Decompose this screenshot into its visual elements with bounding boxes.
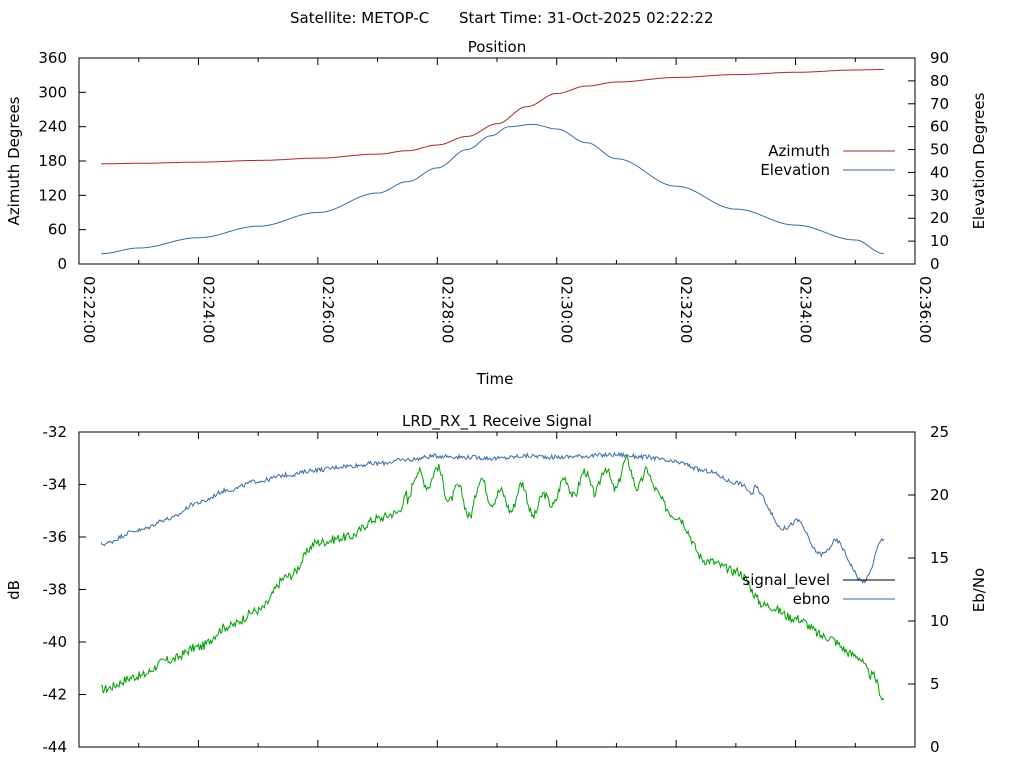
series-line-ebno <box>100 451 885 584</box>
satellite-label: Satellite: METOP-C <box>290 9 429 27</box>
y-tick-label: -36 <box>43 528 68 546</box>
azimuth-axis-label: Azimuth Degrees <box>5 96 23 225</box>
x-tick-label: 02:28:00 <box>438 276 456 343</box>
y2-tick-label: 90 <box>930 49 949 67</box>
y-tick-label: 180 <box>38 152 67 170</box>
y2-tick-label: 5 <box>930 675 940 693</box>
y2-tick-label: 0 <box>930 255 940 273</box>
receive-signal-chart: LRD_RX_1 Receive Signal -44 -42 -40 -38 -36 -… <box>5 412 988 756</box>
y-tick-label: -38 <box>43 581 68 599</box>
db-axis-label: dB <box>5 580 23 600</box>
y-tick-label: 120 <box>38 186 67 204</box>
series-line-azimuth <box>101 68 884 165</box>
position-chart: Position 0 60 120 180 240 300 360 0 10 20 30 40 50 6… <box>5 38 988 388</box>
y2-tick-label: 20 <box>930 486 949 504</box>
signal-plot-frame <box>78 431 916 748</box>
x-tick-label: 02:32:00 <box>677 276 695 343</box>
legend-ebno-label: ebno <box>793 590 830 608</box>
elevation-axis-label: Elevation Degrees <box>970 92 988 229</box>
y2-tick-label: 40 <box>930 163 949 181</box>
position-chart-title: Position <box>468 38 526 56</box>
x-tick-label: 02:24:00 <box>199 276 217 343</box>
y2-tick-label: 60 <box>930 118 949 136</box>
start-time-label: Start Time: 31-Oct-2025 02:22:22 <box>459 9 714 27</box>
x-tick-label: 02:34:00 <box>797 276 815 343</box>
legend-elevation-label: Elevation <box>760 161 830 179</box>
y-tick-label: 0 <box>57 255 67 273</box>
y2-tick-label: 15 <box>930 549 949 567</box>
y-tick-label: 240 <box>38 118 67 136</box>
y-tick-label: -32 <box>43 423 68 441</box>
y2-tick-label: 10 <box>930 232 949 250</box>
ebno-axis-label: Eb/No <box>970 568 988 612</box>
signal-legend: signal_level ebno <box>742 571 895 608</box>
position-legend: Azimuth Elevation <box>760 142 895 179</box>
x-tick-label: 02:30:00 <box>558 276 576 343</box>
y-tick-label: 300 <box>38 83 67 101</box>
x-tick-label: 02:36:00 <box>916 276 934 343</box>
y2-tick-label: 10 <box>930 612 949 630</box>
y2-tick-label: 20 <box>930 209 949 227</box>
y2-tick-label: 0 <box>930 738 940 756</box>
time-axis-label: Time <box>476 370 514 388</box>
y-tick-label: -40 <box>43 633 68 651</box>
y2-tick-label: 70 <box>930 95 949 113</box>
y-tick-label: 360 <box>38 49 67 67</box>
y-tick-label: -42 <box>43 686 68 704</box>
y-tick-label: -34 <box>43 476 68 494</box>
receive-signal-chart-title: LRD_RX_1 Receive Signal <box>402 412 592 431</box>
legend-signal-level-label: signal_level <box>742 571 830 590</box>
y2-tick-label: 50 <box>930 141 949 159</box>
y-tick-label: 60 <box>48 221 67 239</box>
y2-tick-label: 30 <box>930 186 949 204</box>
series-line-signal-level <box>100 455 885 701</box>
y-tick-label: -44 <box>43 738 68 756</box>
legend-azimuth-label: Azimuth <box>768 142 830 160</box>
y2-tick-label: 80 <box>930 72 949 90</box>
x-tick-label: 02:22:00 <box>80 276 98 343</box>
y2-tick-label: 25 <box>930 423 949 441</box>
series-line-elevation <box>101 123 884 255</box>
x-tick-label: 02:26:00 <box>319 276 337 343</box>
